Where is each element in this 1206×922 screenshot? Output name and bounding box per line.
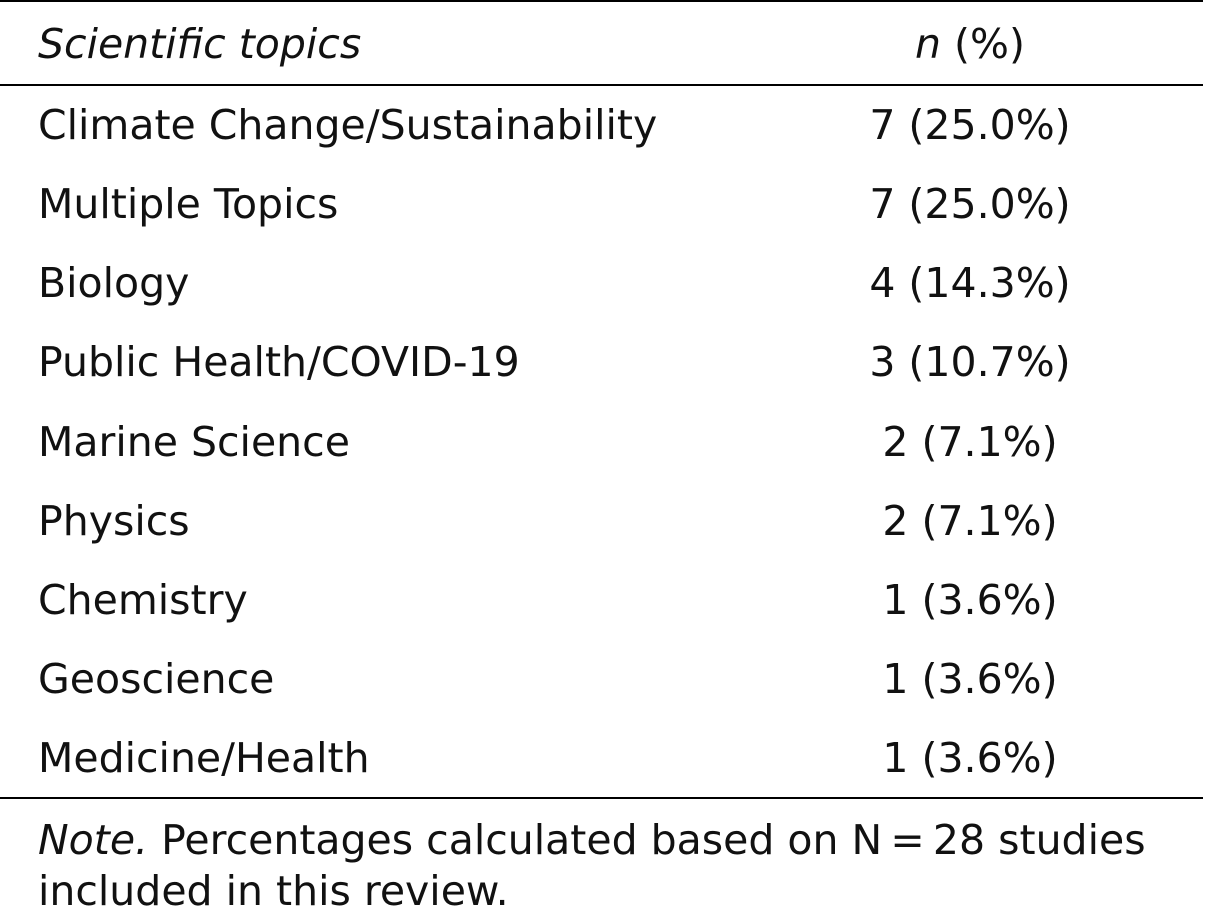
note-label: Note. (38, 816, 149, 864)
table-row-count: 7 (25.0%) (869, 180, 1071, 228)
table-row-topic: Geoscience (38, 655, 275, 703)
header-count: n (%) (770, 20, 1170, 68)
table-bottom-rule (0, 797, 1203, 799)
table-row-topic: Physics (38, 497, 190, 545)
table-top-rule (0, 0, 1203, 2)
table-row-topic: Marine Science (38, 418, 350, 466)
table-row-count: 4 (14.3%) (869, 259, 1071, 307)
table-row-count: 1 (3.6%) (882, 734, 1058, 782)
table-row-count: 2 (7.1%) (882, 497, 1058, 545)
table-row-topic: Multiple Topics (38, 180, 339, 228)
table-row-count: 1 (3.6%) (882, 655, 1058, 703)
table-row-count: 3 (10.7%) (869, 338, 1071, 386)
table-row-count: 1 (3.6%) (882, 576, 1058, 624)
header-pct: (%) (954, 20, 1025, 68)
table-row-topic: Medicine/Health (38, 734, 370, 782)
table-row-topic: Chemistry (38, 576, 248, 624)
table-row-topic: Public Health/COVID-19 (38, 338, 520, 386)
table-row-count: 7 (25.0%) (869, 101, 1071, 149)
table-note: Note. Percentages calculated based on N … (38, 815, 1158, 917)
table-header-rule (0, 84, 1203, 86)
header-n: n (915, 20, 941, 68)
header-topic: Scientific topics (38, 20, 362, 68)
note-text: Percentages calculated based on N = 28 s… (38, 816, 1146, 915)
table-row-count: 2 (7.1%) (882, 418, 1058, 466)
table-row-topic: Climate Change/Sustainability (38, 101, 658, 149)
table-row-topic: Biology (38, 259, 190, 307)
